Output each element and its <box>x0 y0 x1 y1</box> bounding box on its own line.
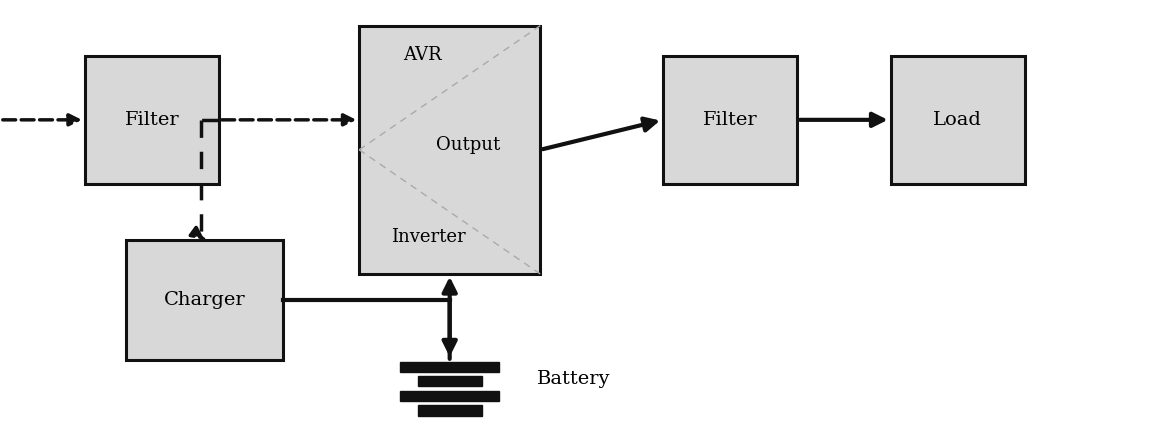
Text: Inverter: Inverter <box>390 228 465 246</box>
Bar <box>359 26 540 274</box>
Text: AVR: AVR <box>403 47 442 65</box>
Text: Charger: Charger <box>164 291 245 309</box>
Bar <box>399 391 500 401</box>
Text: Output: Output <box>436 136 500 154</box>
Text: Battery: Battery <box>537 370 611 388</box>
Text: Load: Load <box>933 111 982 129</box>
Text: Filter: Filter <box>703 111 757 129</box>
Bar <box>84 56 220 184</box>
Bar <box>399 362 500 372</box>
Bar <box>418 405 481 416</box>
Bar <box>663 56 797 184</box>
Bar <box>418 376 481 386</box>
Bar <box>125 240 283 360</box>
Bar <box>890 56 1024 184</box>
Text: Filter: Filter <box>125 111 179 129</box>
